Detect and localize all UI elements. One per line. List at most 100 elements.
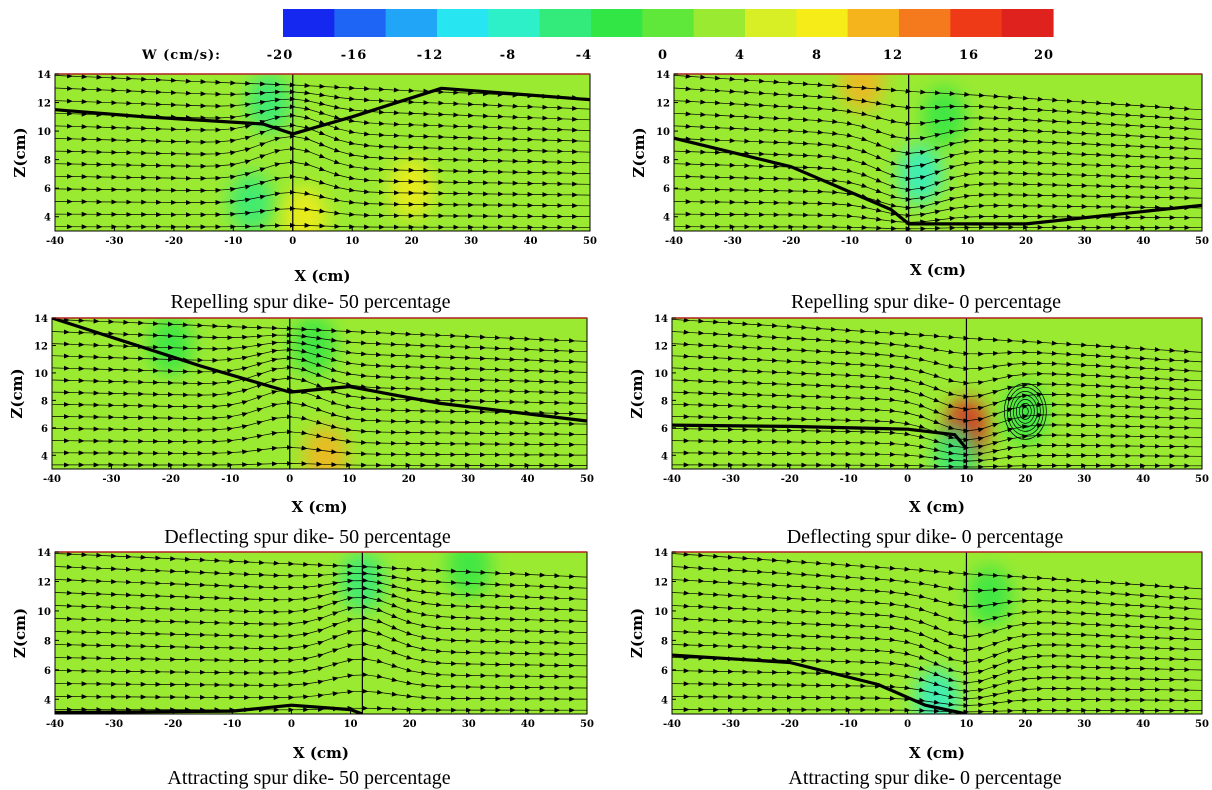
velocity-region	[839, 74, 884, 112]
velocity-region	[446, 552, 491, 597]
x-tick-label: -30	[724, 236, 742, 247]
streamline	[672, 318, 1202, 354]
x-tick-label: 30	[1078, 236, 1092, 247]
x-tick-label: -10	[224, 236, 242, 247]
x-tick-label: -10	[841, 236, 859, 247]
x-axis-label: X (cm)	[909, 498, 965, 516]
colorbar-cell	[924, 9, 951, 37]
y-tick-label: 14	[654, 548, 668, 559]
y-tick-label: 6	[44, 184, 51, 195]
colorbar-cell	[539, 9, 566, 37]
colorbar-cell	[360, 9, 387, 37]
y-tick-label: 8	[661, 396, 668, 407]
colorbar-cell	[514, 9, 541, 37]
y-tick-label: 14	[34, 314, 48, 325]
colorbar-tick-label: 16	[959, 48, 979, 63]
y-tick-label: 6	[41, 424, 48, 435]
y-tick-label: 14	[656, 70, 670, 81]
x-tick-label: 10	[959, 719, 973, 730]
panel-5: -40 -30 -20 -10 0 10 20 30 40 50 4 6 8 10 12 14 X (cm) Z(…	[11, 548, 594, 789]
dense-streamline	[672, 653, 967, 714]
x-tick-label: 10	[960, 236, 974, 247]
y-tick-label: 4	[661, 451, 668, 462]
colorbar-cell	[616, 9, 643, 37]
x-tick-label: -10	[840, 474, 858, 485]
colorbar-tick-label: 8	[812, 48, 822, 63]
y-tick-label: 8	[44, 156, 51, 167]
y-tick-label: 12	[656, 99, 670, 110]
streamline	[55, 656, 587, 680]
colorbar-cell	[668, 9, 695, 37]
x-tick-label: 50	[580, 474, 594, 485]
y-tick-label: 14	[654, 314, 668, 325]
x-tick-label: -40	[46, 236, 64, 247]
colorbar-cell	[1001, 9, 1028, 37]
streamline	[55, 688, 587, 702]
y-tick-label: 6	[663, 184, 670, 195]
panel-caption: Repelling spur dike- 0 percentage	[791, 291, 1061, 313]
x-tick-label: 10	[345, 236, 359, 247]
x-tick-label: -20	[781, 474, 799, 485]
colorbar-cell	[847, 9, 874, 37]
x-tick-label: 40	[1136, 719, 1150, 730]
streamline	[55, 552, 587, 579]
x-tick-label: 20	[1019, 236, 1033, 247]
streamline	[55, 74, 590, 101]
x-tick-label: 10	[344, 719, 358, 730]
colorbar-tick-label: -8	[500, 48, 516, 63]
velocity-region	[921, 86, 966, 147]
vortex-ring	[1009, 390, 1041, 432]
x-tick-label: 40	[521, 474, 535, 485]
panel-4: -40 -30 -20 -10 0 10 20 30 40 50 4 6 8 10 12 14 X (cm) Z(…	[628, 314, 1209, 548]
dense-streamline	[672, 423, 968, 450]
x-tick-label: 20	[1018, 474, 1032, 485]
vortex-ring	[1006, 386, 1044, 436]
colorbar-tick-label: -12	[417, 48, 444, 63]
colorbar-cell	[693, 9, 720, 37]
x-tick-label: 50	[583, 236, 597, 247]
x-tick-label: -20	[165, 236, 183, 247]
colorbar-label: W (cm/s):	[141, 48, 221, 63]
colorbar-tick-labels: -20 -16 -12 -8 -4 0 4 8 12 16 20	[267, 48, 1053, 63]
x-tick-label: -40	[663, 719, 681, 730]
colorbar-cell	[308, 9, 335, 37]
x-tick-label: 40	[524, 236, 538, 247]
streamline	[55, 672, 587, 691]
y-tick-label: 10	[37, 127, 51, 138]
x-tick-label: 40	[1136, 236, 1150, 247]
colorbar-tick-label: -4	[576, 48, 592, 63]
x-tick-label: 30	[1077, 474, 1091, 485]
x-tick-label: 0	[904, 474, 911, 485]
velocity-field-background	[55, 552, 587, 714]
y-tick-label: 12	[654, 577, 668, 588]
x-tick-label: 0	[905, 236, 912, 247]
y-tick-label: 4	[41, 451, 48, 462]
x-tick-label: 0	[289, 236, 296, 247]
colorbar-cell	[642, 9, 669, 37]
x-axis-label: X (cm)	[293, 744, 349, 762]
y-tick-label: 4	[44, 695, 51, 706]
y-tick-label: 10	[37, 607, 51, 618]
y-tick-label: 6	[661, 424, 668, 435]
x-tick-label: 10	[959, 474, 973, 485]
x-tick-label: -10	[223, 719, 241, 730]
streamline	[672, 552, 1202, 591]
colorbar-cell	[719, 9, 746, 37]
panel-6: -40 -30 -20 -10 0 10 20 30 40 50 4 6 8 10 12 14 X (cm) Z(…	[628, 548, 1209, 789]
x-tick-label: 0	[286, 474, 293, 485]
x-tick-label: 40	[1136, 474, 1150, 485]
y-axis-label: Z(cm)	[11, 608, 29, 658]
colorbar-cell	[411, 9, 438, 37]
y-axis-label: Z(cm)	[8, 368, 26, 418]
streamline	[55, 222, 590, 230]
x-axis-label: X (cm)	[291, 498, 347, 516]
panel-caption: Repelling spur dike- 50 percentage	[171, 291, 451, 313]
vortex-ring	[1012, 394, 1038, 428]
x-axis-label: X (cm)	[910, 261, 966, 279]
x-tick-label: 0	[904, 719, 911, 730]
x-tick-label: -20	[782, 236, 800, 247]
colorbar-cell	[437, 9, 464, 37]
velocity-region	[915, 669, 959, 714]
y-tick-label: 12	[34, 341, 48, 352]
